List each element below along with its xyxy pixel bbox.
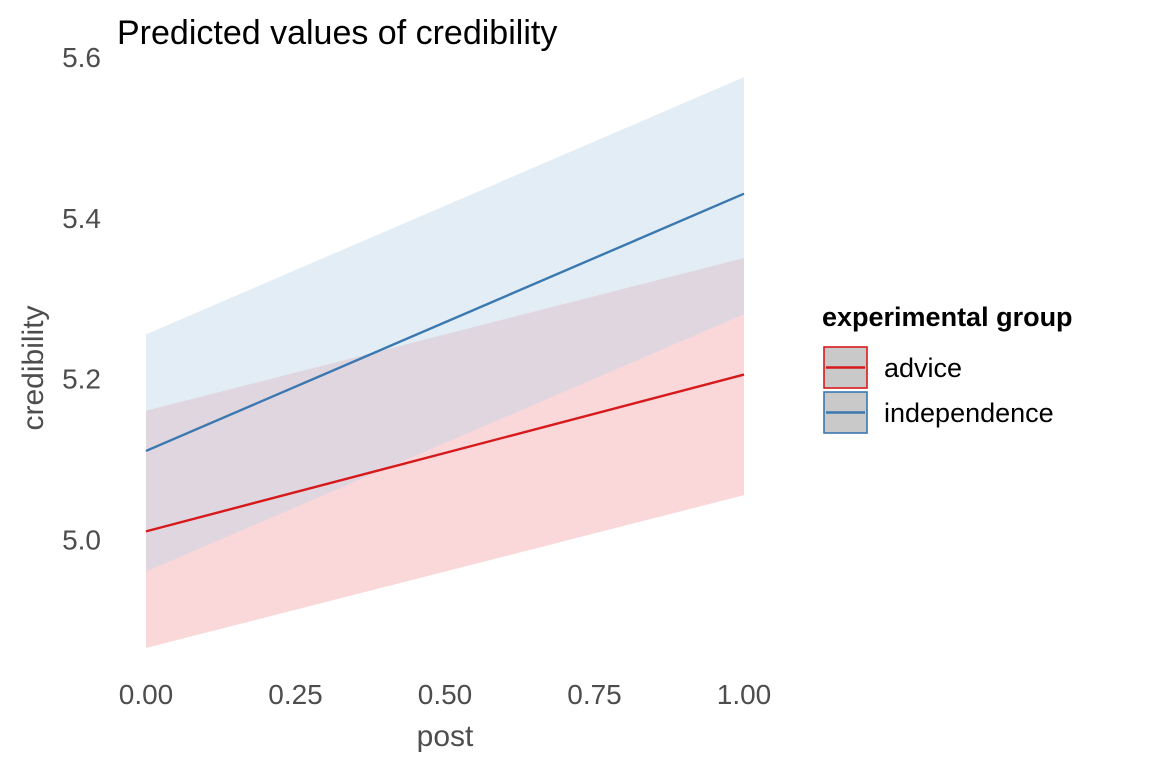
- x-tick-label: 0.00: [119, 679, 174, 710]
- y-tick-label: 5.0: [62, 524, 101, 555]
- x-tick-label: 1.00: [717, 679, 772, 710]
- y-tick-label: 5.6: [62, 42, 101, 73]
- x-tick-labels: 0.00 0.25 0.50 0.75 1.00: [119, 679, 772, 710]
- ribbon-independence: [146, 77, 744, 572]
- chart-title: Predicted values of credibility: [117, 14, 557, 52]
- line-advice: [145, 373, 745, 533]
- legend-label: advice: [884, 353, 962, 383]
- legend-item-independence: independence: [823, 391, 1054, 434]
- y-tick-label: 5.2: [62, 364, 101, 395]
- legend-title: experimental group: [822, 302, 1073, 332]
- confidence-ribbons: [146, 77, 744, 648]
- legend: experimental group advice independence: [822, 302, 1073, 434]
- series-lines: [145, 192, 745, 533]
- x-tick-label: 0.75: [567, 679, 622, 710]
- legend-item-advice: advice: [823, 346, 962, 389]
- legend-label: independence: [884, 398, 1054, 428]
- x-tick-label: 0.25: [268, 679, 323, 710]
- y-tick-labels: 5.0 5.2 5.4 5.6: [62, 42, 101, 555]
- legend-items: advice independence: [823, 346, 1054, 434]
- y-axis-title: credibility: [17, 305, 50, 430]
- line-independence: [145, 192, 745, 453]
- x-tick-label: 0.50: [418, 679, 473, 710]
- y-tick-label: 5.4: [62, 203, 101, 234]
- x-axis-title: post: [417, 720, 474, 753]
